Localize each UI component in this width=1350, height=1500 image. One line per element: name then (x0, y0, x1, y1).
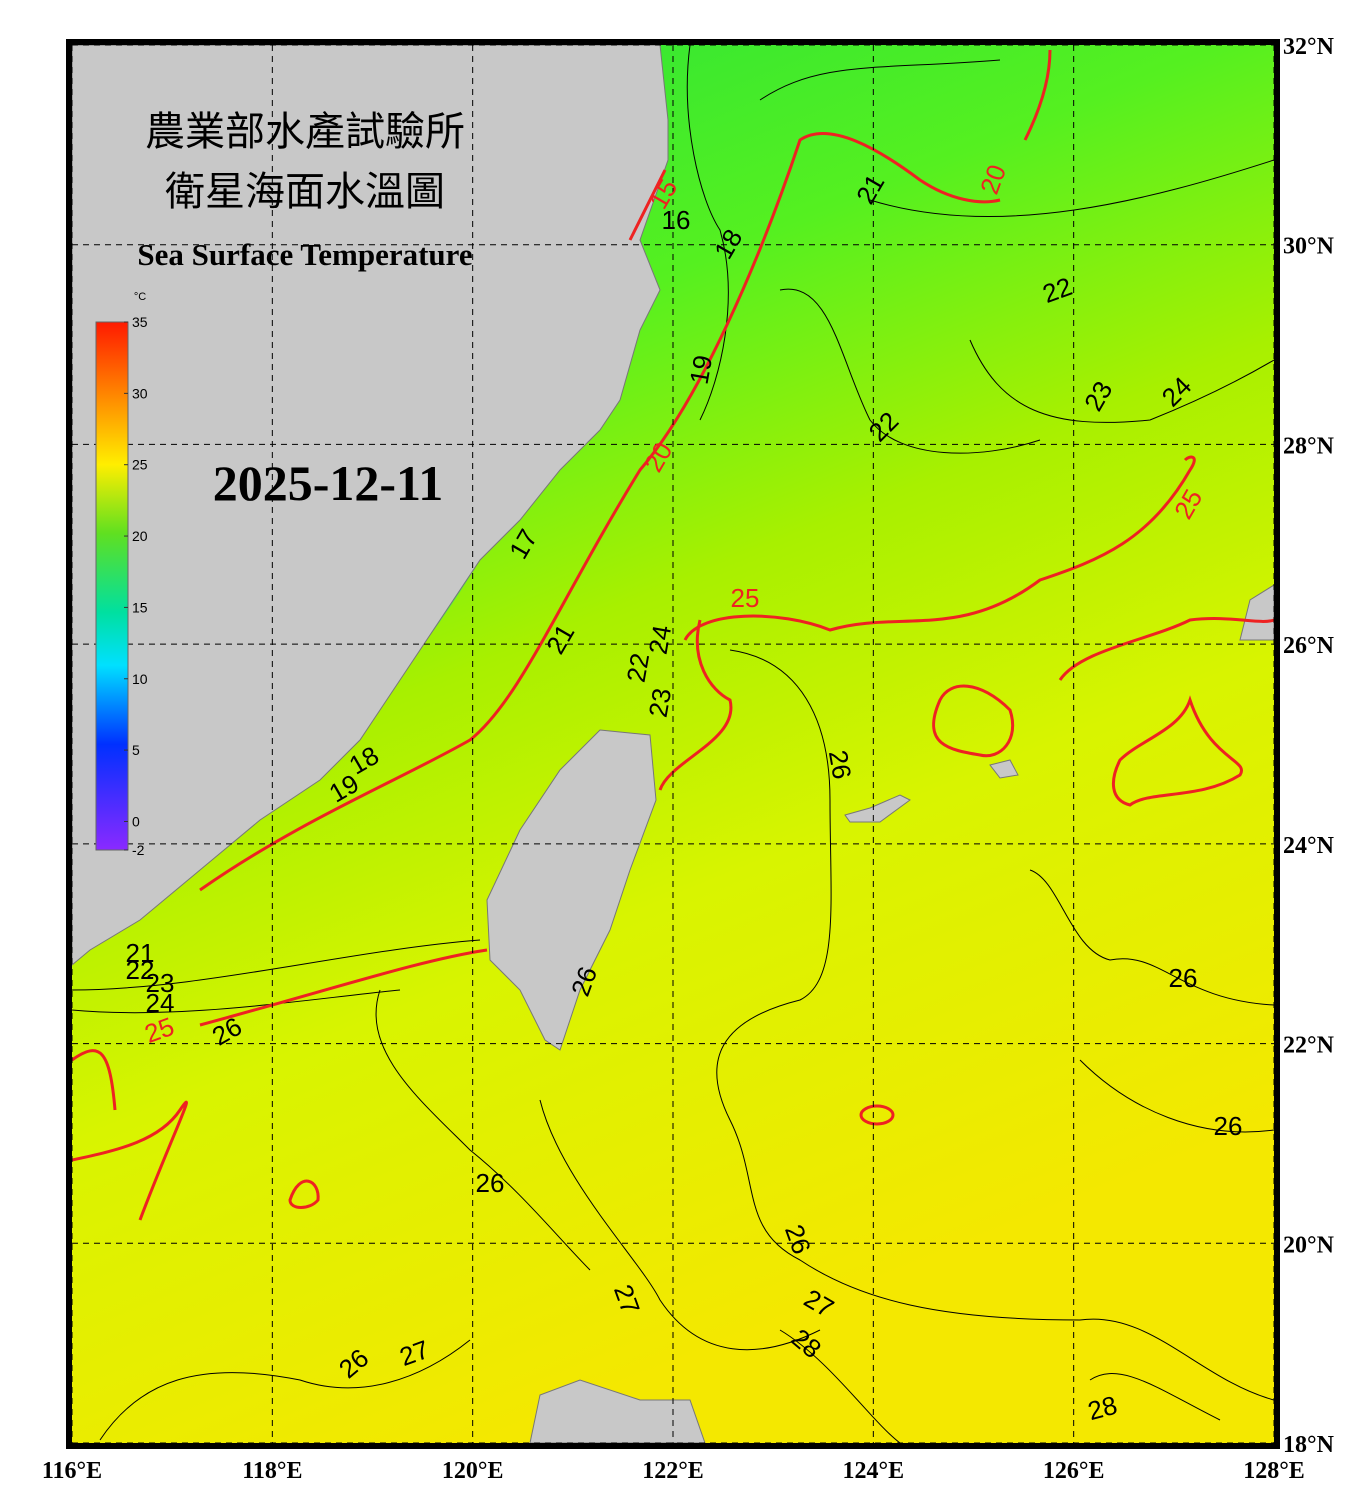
contour-label: 22 (126, 955, 155, 985)
x-tick-label: 126°E (1043, 1458, 1105, 1484)
y-tick-label: 24°N (1283, 833, 1335, 859)
contour-label: 23 (146, 968, 175, 998)
contour-label: 26 (476, 1168, 505, 1198)
y-tick-label: 32°N (1283, 34, 1335, 60)
map-frame (66, 39, 1280, 1449)
y-tick-label: 18°N (1283, 1432, 1335, 1458)
colorbar-tick-label: 35 (132, 314, 148, 330)
contour-label: 19 (684, 353, 719, 387)
x-tick-label: 124°E (843, 1458, 905, 1484)
colorbar-tick-label: 25 (132, 457, 148, 473)
contour-label: 23 (643, 686, 678, 720)
title-zh: 農業部水產試驗所 (145, 109, 465, 154)
contour-label: 22 (621, 651, 656, 685)
colorbar-tick-label: 0 (132, 813, 140, 829)
graticule (72, 45, 1274, 1443)
y-tick-label: 20°N (1283, 1232, 1335, 1258)
colorbar-tick-label: 20 (132, 528, 148, 544)
colorbar (95, 321, 129, 851)
colorbar-tick-label: 10 (132, 671, 148, 687)
colorbar-tick-label: 30 (132, 385, 148, 401)
x-tick-label: 120°E (442, 1458, 504, 1484)
contour-label: 26 (1169, 963, 1198, 993)
colorbar-ticks: 35 30 25 20 15 10 5 0 -2 (124, 314, 148, 858)
colorbar-tick-label: 5 (132, 742, 140, 758)
x-tick-label: 128°E (1243, 1458, 1305, 1484)
y-tick-label: 26°N (1283, 633, 1335, 659)
x-tick-label: 122°E (642, 1458, 704, 1484)
contours-highlight (72, 49, 1274, 1221)
axis-labels: 116°E 118°E 120°E 122°E 124°E 126°E 128°E 32°N 3… (42, 34, 1335, 1484)
contour-label: 16 (662, 205, 691, 235)
title-en: Sea Surface Temperature (137, 237, 472, 272)
y-tick-label: 28°N (1283, 433, 1335, 459)
colorbar-unit: °C (134, 291, 146, 303)
contour-label: 26 (823, 748, 858, 782)
title-zh: 衛星海面水溫圖 (165, 169, 445, 214)
contour-label: 24 (146, 988, 175, 1018)
land (72, 45, 1274, 1443)
contour-label: 26 (1214, 1111, 1243, 1141)
contour-label: 25 (731, 583, 760, 613)
colorbar-tick-label: -2 (132, 842, 145, 858)
y-tick-label: 30°N (1283, 234, 1335, 260)
x-tick-label: 118°E (242, 1458, 302, 1484)
y-tick-label: 22°N (1283, 1033, 1335, 1059)
x-tick-label: 116°E (42, 1458, 102, 1484)
contours (72, 45, 1274, 1443)
colorbar-tick-label: 15 (132, 599, 148, 615)
date: 2025-12-11 (213, 455, 444, 511)
contour-label: 24 (643, 623, 678, 657)
contour-label: 21 (126, 938, 155, 968)
